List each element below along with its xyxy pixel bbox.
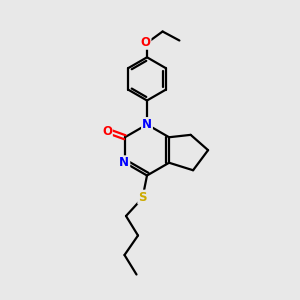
Text: S: S	[138, 190, 147, 204]
Text: N: N	[142, 118, 152, 131]
Text: O: O	[102, 125, 112, 138]
Text: N: N	[119, 156, 129, 169]
Text: O: O	[140, 36, 151, 49]
